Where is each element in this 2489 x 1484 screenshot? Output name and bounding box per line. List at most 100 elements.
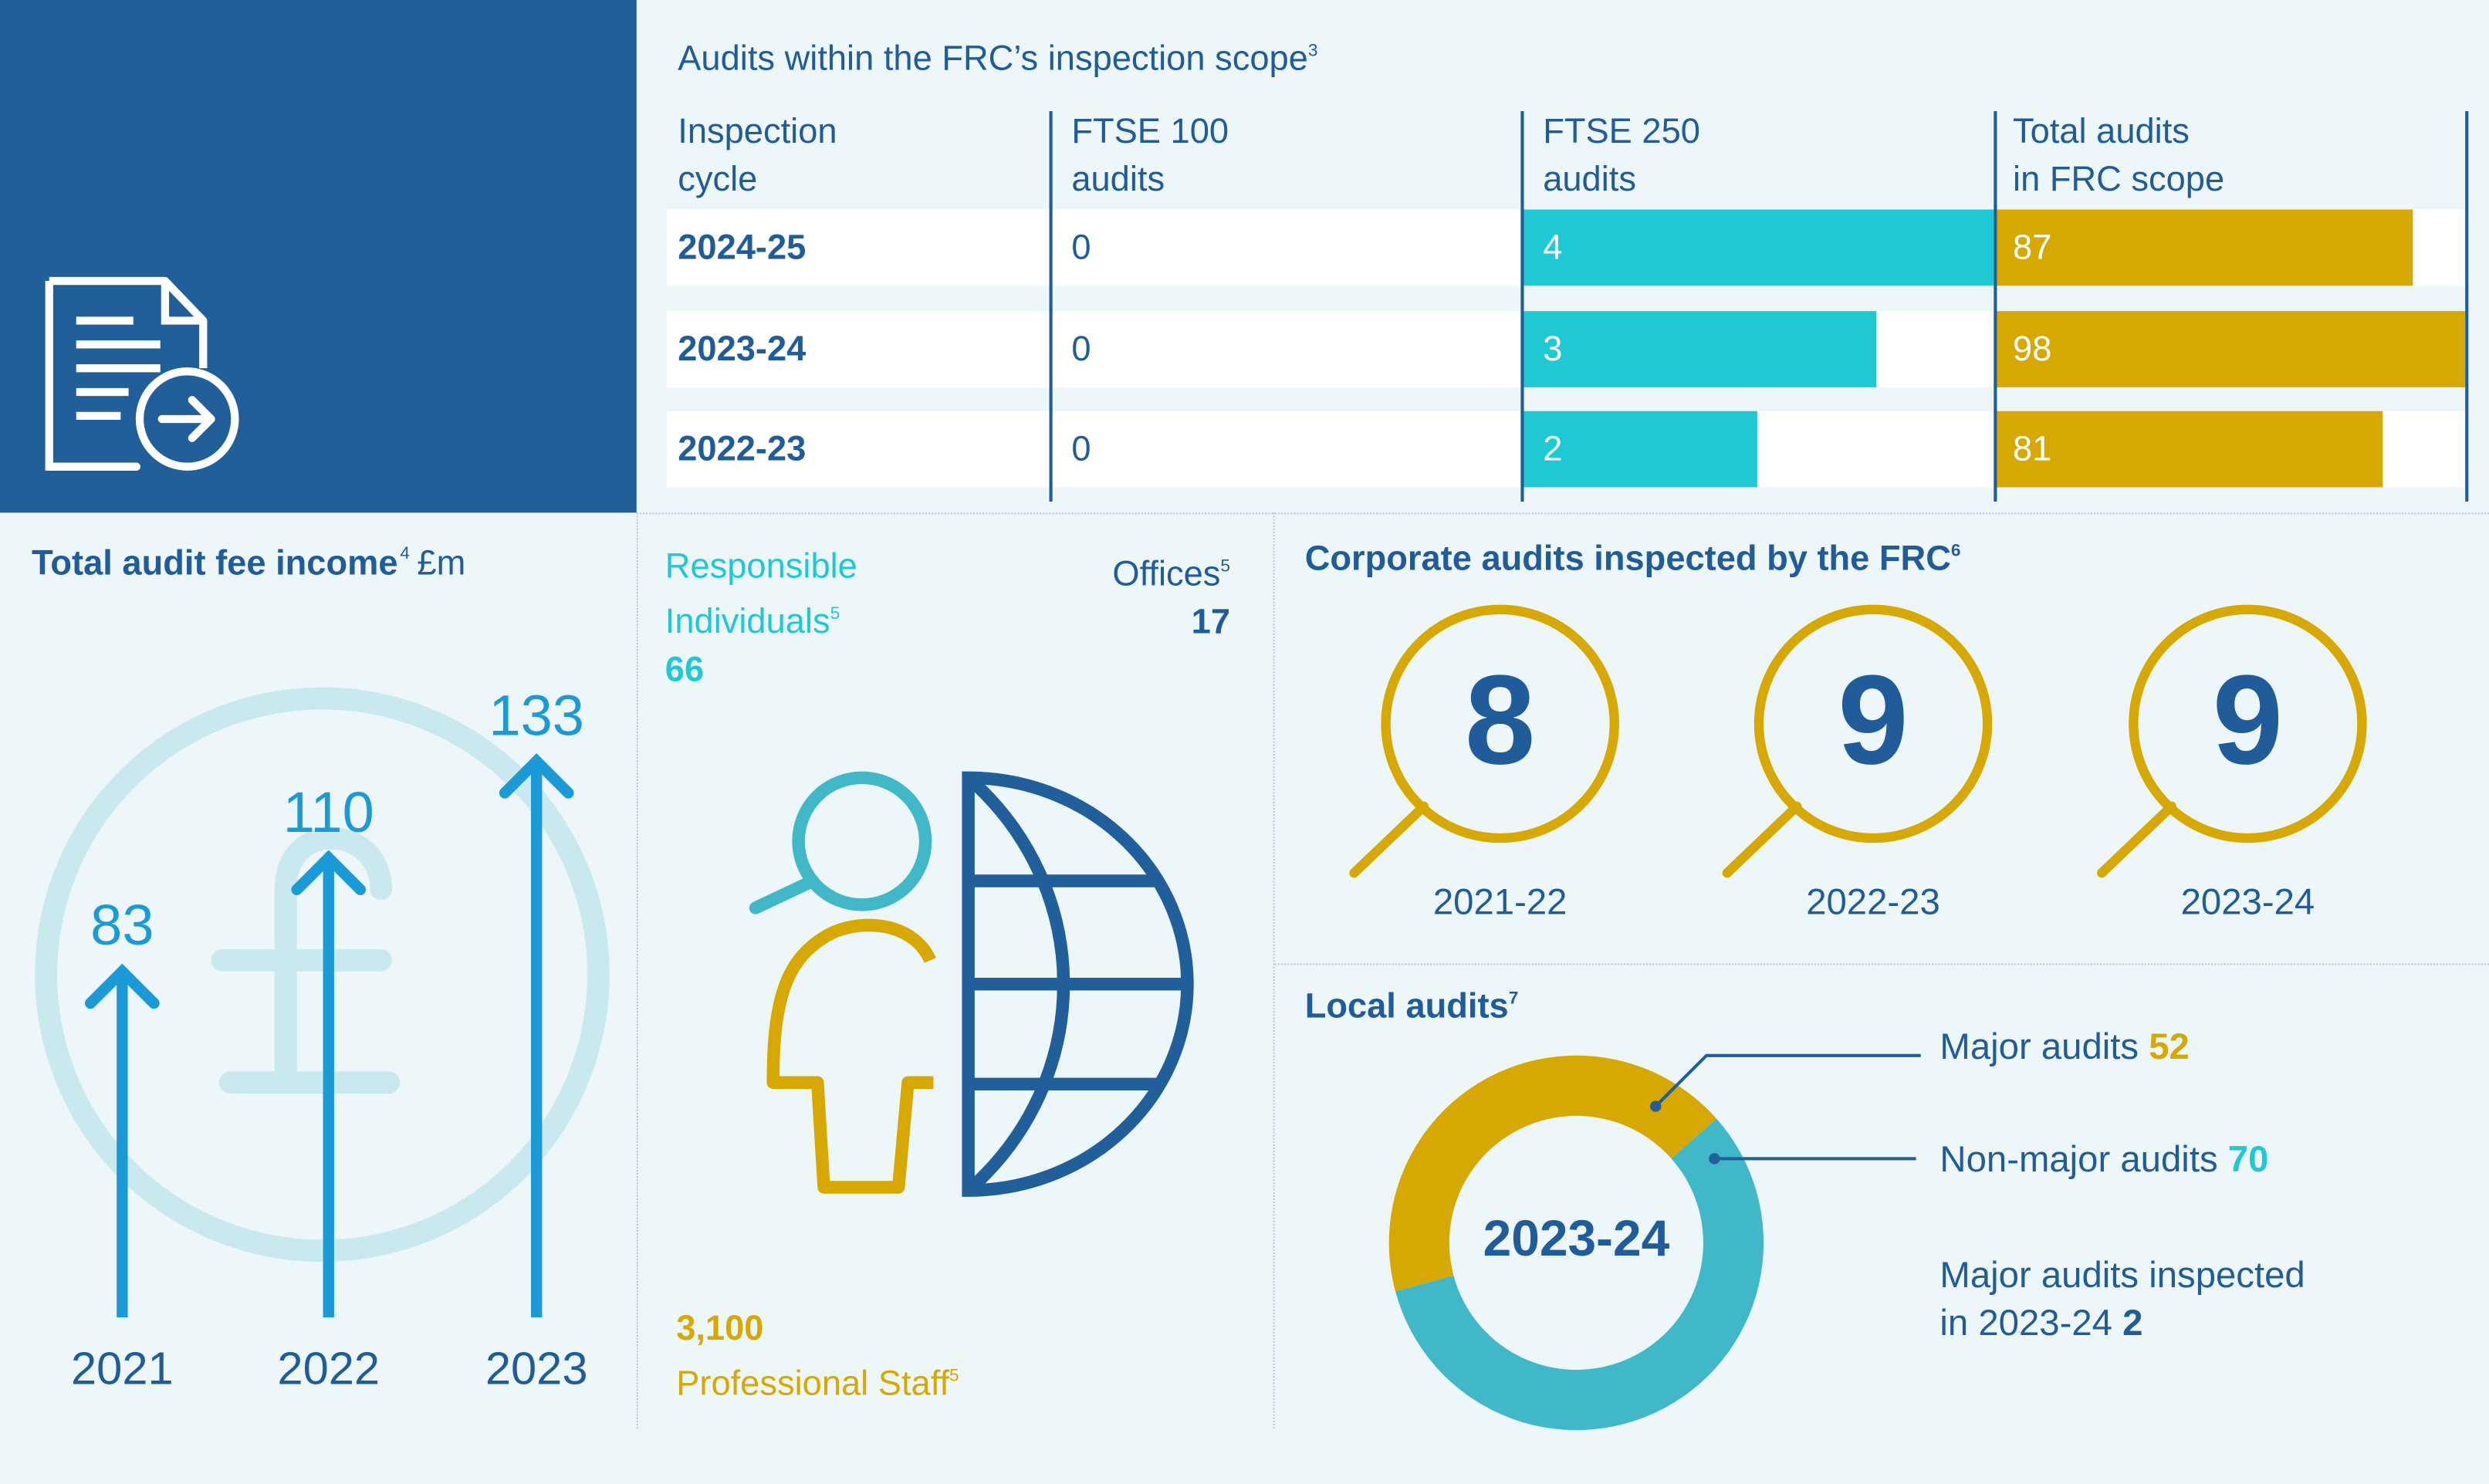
header-line: audits: [1543, 158, 1636, 199]
label-text: Major audits: [1939, 1025, 2139, 1067]
ftse100-cell: 0: [1071, 227, 1091, 267]
footnote-ref: 3: [1307, 41, 1318, 61]
inspected-count: 9: [1838, 649, 1909, 791]
divider: [1273, 963, 2489, 965]
fee-arrow: [499, 753, 574, 1318]
fee-arrow: [291, 850, 367, 1318]
footnote-ref: 5: [949, 1366, 959, 1386]
magnifier-icon: [749, 771, 932, 914]
offices: Offices5 17: [1112, 543, 1230, 645]
header-line: in FRC scope: [2013, 158, 2225, 199]
local-title: Local audits7: [1305, 985, 1519, 1026]
magnifier-icon: [1722, 604, 1993, 878]
leader-dot: [1709, 1153, 1720, 1165]
ri-label: Individuals: [665, 601, 830, 641]
people-globe-icon: [749, 771, 1194, 1197]
header-line: Inspection: [678, 110, 837, 151]
scope-title-text: Audits within the FRC’s inspection scope: [678, 38, 1308, 78]
professional-staff: 3,100 Professional Staff5: [676, 1305, 959, 1408]
globe-icon: [962, 771, 1194, 1197]
total-bar: [1994, 411, 2384, 488]
header-total: Total audits in FRC scope: [2013, 108, 2224, 203]
local-audits-donut: [1388, 1053, 1921, 1431]
fee-income-chart: [35, 687, 610, 1318]
nonmajor-value: 70: [2227, 1138, 2269, 1180]
fee-year-label: 2021: [71, 1344, 174, 1395]
pound-sign-icon: [211, 827, 401, 1094]
header-line: Total audits: [2013, 110, 2190, 151]
header-inspection-cycle: Inspection cycle: [678, 108, 837, 203]
cycle-cell: 2023-24: [678, 328, 807, 369]
total-cell: 98: [2013, 328, 2052, 369]
column-divider: [1994, 110, 1997, 502]
local-title-text: Local audits: [1304, 985, 1509, 1026]
divider: [1273, 512, 1275, 1429]
responsible-individuals: Responsible Individuals5 66: [665, 543, 857, 693]
footnote-ref: 5: [1220, 556, 1231, 576]
inspected-count: 9: [2212, 649, 2284, 791]
header-line: FTSE 100: [1071, 110, 1229, 151]
footnote-ref: 5: [830, 604, 840, 624]
ftse250-cell: 3: [1543, 328, 1563, 369]
column-divider: [1049, 110, 1052, 502]
fee-unit: £m: [407, 543, 466, 583]
document-arrow-icon: [45, 276, 239, 471]
fee-value-label: 83: [90, 892, 154, 958]
ftse250-cell: 2: [1543, 428, 1563, 468]
nonmajor-audits-label: Non-major audits 70: [1939, 1138, 2268, 1181]
corporate-title: Corporate audits inspected by the FRC6: [1305, 538, 1961, 579]
person-icon: [766, 918, 936, 1194]
offices-value: 17: [1191, 601, 1231, 641]
fee-value-label: 133: [489, 681, 584, 747]
header-ftse250: FTSE 250 audits: [1543, 108, 1700, 203]
ftse100-cell: 0: [1071, 428, 1091, 468]
label-text: Non-major audits: [1939, 1138, 2218, 1180]
corporate-title-text: Corporate audits inspected by the FRC: [1304, 538, 1951, 578]
staff-value: 3,100: [676, 1307, 764, 1348]
major-value: 52: [2149, 1025, 2190, 1067]
cycle-cell: 2022-23: [678, 428, 807, 468]
ftse250-bar: [1520, 209, 1994, 286]
footnote-ref: 4: [400, 544, 410, 564]
corporate-year-label: 2022-23: [1806, 881, 1940, 923]
footnote-ref: 7: [1508, 989, 1519, 1009]
fee-income-title: Total audit fee income £m: [32, 543, 465, 583]
label-text: in 2023-24: [1939, 1301, 2112, 1344]
total-bar: [1994, 209, 2413, 286]
ftse100-cell: 0: [1071, 328, 1091, 369]
header-ftse100: FTSE 100 audits: [1071, 108, 1229, 203]
ri-value: 66: [665, 648, 705, 689]
major-audits-label: Major audits 52: [1939, 1026, 2189, 1069]
footnote-ref: 6: [1950, 541, 1961, 561]
pound-coin-icon: [35, 687, 610, 1263]
column-divider: [2465, 110, 2468, 502]
header-line: cycle: [678, 158, 758, 199]
major-audits-slice: [1388, 1055, 1717, 1292]
fee-title-text: Total audit fee income: [32, 543, 398, 583]
ftse250-bar: [1520, 411, 1757, 488]
ftse250-cell: 4: [1543, 227, 1563, 267]
ri-label: Responsible: [665, 546, 857, 586]
major-leader-line: [1654, 1053, 1921, 1108]
header-line: FTSE 250: [1543, 110, 1700, 151]
ftse250-bar: [1520, 311, 1876, 387]
total-cell: 81: [2013, 428, 2052, 468]
total-cell: 87: [2013, 227, 2052, 267]
corporate-year-label: 2023-24: [2180, 881, 2315, 923]
fee-value-label: 110: [282, 778, 374, 844]
cycle-cell: 2024-25: [678, 227, 807, 267]
offices-label: Offices: [1112, 553, 1221, 593]
leader-dot: [1650, 1100, 1662, 1112]
magnifier-icon: [2097, 604, 2367, 878]
inspected-value: 2: [2122, 1301, 2143, 1344]
corporate-year-label: 2021-22: [1432, 881, 1567, 923]
fee-year-label: 2023: [485, 1344, 588, 1395]
fee-arrow: [85, 963, 160, 1318]
nonmajor-audits-slice: [1395, 1118, 1764, 1431]
column-divider: [1520, 110, 1523, 502]
inspected-count: 8: [1464, 649, 1536, 791]
fee-year-label: 2022: [277, 1344, 380, 1395]
total-bar: [1994, 311, 2466, 387]
header-line: audits: [1071, 158, 1165, 199]
